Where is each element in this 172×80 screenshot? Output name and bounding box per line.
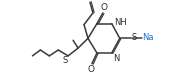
Text: O: O xyxy=(100,3,107,12)
Text: Na: Na xyxy=(142,33,154,42)
Text: O: O xyxy=(87,65,94,74)
Text: N: N xyxy=(113,54,120,63)
Text: S: S xyxy=(62,56,68,65)
Text: NH: NH xyxy=(114,18,127,27)
Text: S: S xyxy=(131,33,136,42)
